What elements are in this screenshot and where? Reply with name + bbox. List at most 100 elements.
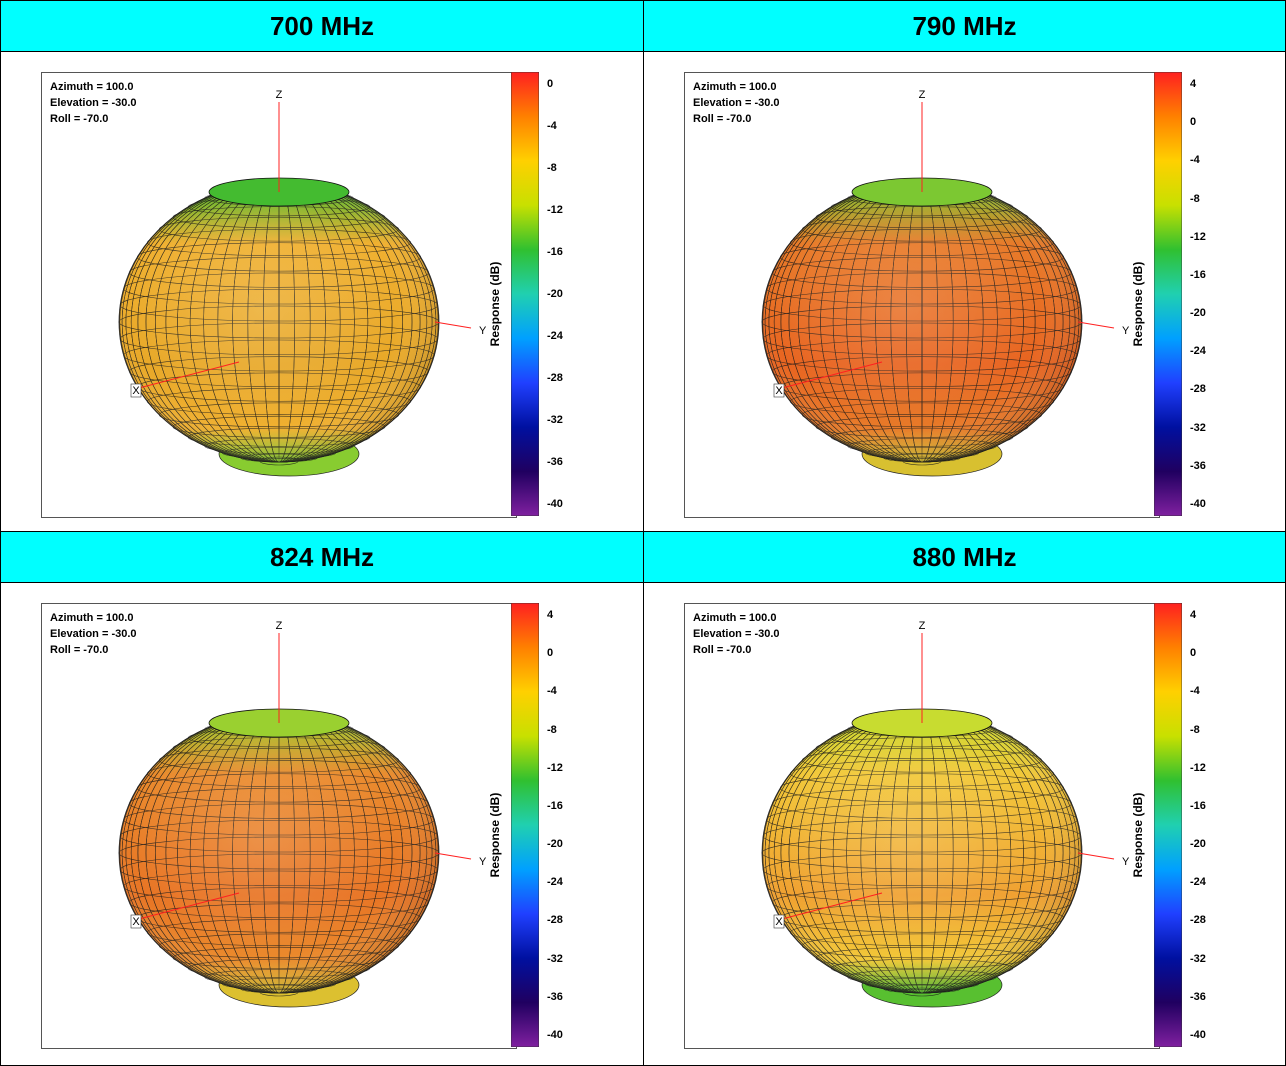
y-axis-label: Y xyxy=(479,325,487,337)
colorbar-ticks: 0 -4 -8 -12 -16 -20 -24 -28 -32 -36 -40 xyxy=(547,72,577,516)
view-param: Elevation = -30.0 xyxy=(693,97,780,109)
view-params: Azimuth = 100.0 Elevation = -30.0 Roll = -… xyxy=(693,610,780,658)
pattern-panel: 880 MHz Azimuth = 100.0 Elevation = -30.0 R… xyxy=(643,531,1286,1066)
view-params: Azimuth = 100.0 Elevation = -30.0 Roll = -… xyxy=(50,79,137,127)
pattern-shape: Z Y X xyxy=(761,89,1130,477)
view-params: Azimuth = 100.0 Elevation = -30.0 Roll = -… xyxy=(50,610,137,658)
x-axis-label: X xyxy=(775,916,783,928)
view-param: Elevation = -30.0 xyxy=(50,97,137,109)
view-param: Roll = -70.0 xyxy=(693,644,752,656)
colorbar-label-wrap: Response (dB) xyxy=(485,793,505,878)
colorbar-tick: -12 xyxy=(547,761,563,774)
z-axis-label: Z xyxy=(276,89,283,101)
y-axis xyxy=(434,321,472,329)
colorbar-label: Response (dB) xyxy=(488,261,502,347)
colorbar-tick: -8 xyxy=(1190,192,1200,205)
x-axis xyxy=(138,361,240,389)
pattern-shape: Z Y X xyxy=(118,89,487,477)
view-param: Elevation = -30.0 xyxy=(50,628,137,640)
colorbar-tick: -24 xyxy=(547,876,563,889)
y-axis-label: Y xyxy=(1122,856,1130,868)
colorbar-label-wrap: Response (dB) xyxy=(1128,262,1148,347)
view-param: Azimuth = 100.0 xyxy=(50,612,134,624)
colorbar-tick: -20 xyxy=(547,288,563,300)
colorbar-tick: -8 xyxy=(547,162,557,174)
pattern-plot: Azimuth = 100.0 Elevation = -30.0 Roll = -… xyxy=(41,72,517,518)
colorbar-tick: -36 xyxy=(1190,459,1206,472)
pattern-shape: Z Y X xyxy=(118,620,487,1008)
panel-title: 700 MHz xyxy=(0,0,644,52)
colorbar-tick: -32 xyxy=(547,414,563,426)
colorbar-tick: -36 xyxy=(547,456,563,468)
colorbar-tick: -16 xyxy=(1190,268,1206,281)
colorbar-tick: -40 xyxy=(547,498,563,510)
colorbar xyxy=(511,603,539,1047)
colorbar-tick: -40 xyxy=(547,1029,563,1041)
pattern-plot: Azimuth = 100.0 Elevation = -30.0 Roll = -… xyxy=(684,72,1160,518)
y-axis-label: Y xyxy=(1122,325,1130,337)
x-axis-label-box xyxy=(130,383,142,398)
z-axis-label: Z xyxy=(919,89,926,101)
colorbar-tick: -32 xyxy=(1190,421,1206,434)
colorbar-tick: -40 xyxy=(1190,498,1206,510)
colorbar-tick: -20 xyxy=(1190,838,1206,851)
colorbar-tick: -12 xyxy=(547,204,563,216)
view-param: Azimuth = 100.0 xyxy=(693,612,777,624)
z-axis-label: Z xyxy=(276,620,283,632)
x-axis-label: X xyxy=(132,385,140,397)
y-axis xyxy=(434,852,472,860)
x-axis-label: X xyxy=(132,916,140,928)
panel-body: Azimuth = 100.0 Elevation = -30.0 Roll = -… xyxy=(0,51,644,532)
pattern-plot: Azimuth = 100.0 Elevation = -30.0 Roll = -… xyxy=(41,603,517,1049)
colorbar xyxy=(511,72,539,516)
pattern-panel: 700 MHz Azimuth = 100.0 Elevation = -30.0 R… xyxy=(0,0,644,532)
colorbar-tick: 4 xyxy=(547,609,554,621)
view-param: Roll = -70.0 xyxy=(50,113,109,125)
colorbar-tick: -8 xyxy=(547,723,557,736)
colorbar-label: Response (dB) xyxy=(1131,261,1145,347)
colorbar xyxy=(1154,72,1182,516)
colorbar-tick: -20 xyxy=(1190,307,1206,320)
y-axis xyxy=(1077,852,1115,860)
x-axis-label-box xyxy=(130,914,142,929)
colorbar-tick: -12 xyxy=(1190,230,1206,243)
x-axis xyxy=(138,892,240,920)
panel-title: 824 MHz xyxy=(0,531,644,583)
z-axis-label: Z xyxy=(919,620,926,632)
colorbar xyxy=(1154,603,1182,1047)
colorbar-ticks: 4 0 -4 -8 -12 -16 -20 -24 -28 -32 -36 -40 xyxy=(1190,603,1220,1047)
colorbar-ticks: 4 0 -4 -8 -12 -16 -20 -24 -28 -32 -36 -40 xyxy=(547,603,577,1047)
view-param: Azimuth = 100.0 xyxy=(50,81,134,93)
colorbar-tick: -36 xyxy=(547,990,563,1003)
colorbar-tick: -28 xyxy=(1190,383,1206,396)
view-param: Roll = -70.0 xyxy=(50,644,109,656)
colorbar-tick: -16 xyxy=(1190,799,1206,812)
colorbar-tick: -16 xyxy=(547,246,563,258)
colorbar-tick: -4 xyxy=(547,120,557,132)
colorbar-tick: -24 xyxy=(547,330,563,342)
colorbar-tick: 0 xyxy=(1190,647,1197,660)
x-axis-label-box xyxy=(773,914,785,929)
colorbar-tick: -40 xyxy=(1190,1029,1206,1041)
colorbar-tick: -28 xyxy=(547,372,563,384)
pattern-shape: Z Y X xyxy=(761,620,1130,1008)
colorbar-tick: 0 xyxy=(547,78,554,90)
view-param: Elevation = -30.0 xyxy=(693,628,780,640)
y-axis-label: Y xyxy=(479,856,487,868)
colorbar-tick: -32 xyxy=(1190,952,1206,965)
panel-body: Azimuth = 100.0 Elevation = -30.0 Roll = -… xyxy=(643,51,1286,532)
colorbar-tick: 4 xyxy=(1190,78,1197,90)
colorbar-tick: -4 xyxy=(547,685,557,698)
pattern-panel: 790 MHz Azimuth = 100.0 Elevation = -30.0 R… xyxy=(643,0,1286,532)
colorbar-label: Response (dB) xyxy=(488,792,502,878)
panel-title: 790 MHz xyxy=(643,0,1286,52)
colorbar-label-wrap: Response (dB) xyxy=(1128,793,1148,878)
colorbar-tick: -8 xyxy=(1190,723,1200,736)
colorbar-ticks: 4 0 -4 -8 -12 -16 -20 -24 -28 -32 -36 -40 xyxy=(1190,72,1220,516)
colorbar-tick: 0 xyxy=(1190,116,1197,129)
panel-body: Azimuth = 100.0 Elevation = -30.0 Roll = -… xyxy=(643,582,1286,1066)
colorbar-tick: -16 xyxy=(547,799,563,812)
view-param: Azimuth = 100.0 xyxy=(693,81,777,93)
panel-body: Azimuth = 100.0 Elevation = -30.0 Roll = -… xyxy=(0,582,644,1066)
